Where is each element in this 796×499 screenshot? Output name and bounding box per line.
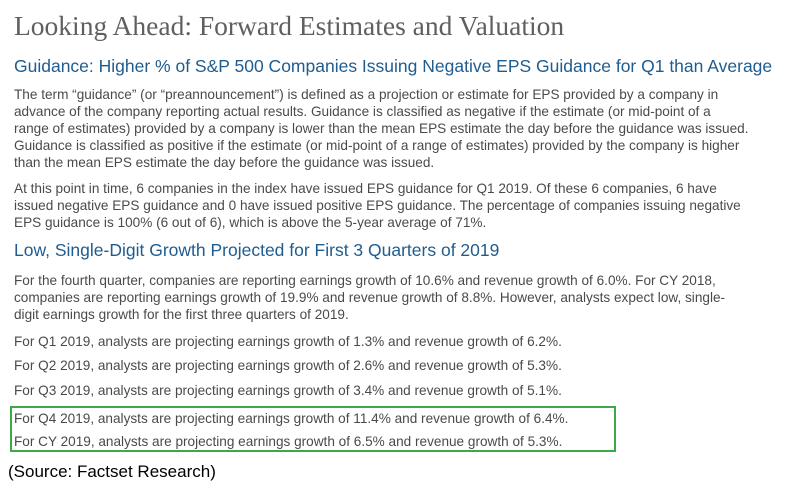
paragraph-line: range of estimates) provided by a compan… xyxy=(14,121,749,136)
paragraph-line: digit earnings growth for the first thre… xyxy=(14,307,349,322)
paragraph-line: For the fourth quarter, companies are re… xyxy=(14,273,716,288)
page-title: Looking Ahead: Forward Estimates and Val… xyxy=(14,10,565,41)
cy-projection-text: For CY 2019, analysts are projecting ear… xyxy=(14,434,563,449)
growth-summary-paragraph: For the fourth quarter, companies are re… xyxy=(14,272,784,323)
q2-projection-text: For Q2 2019, analysts are projecting ear… xyxy=(14,358,562,373)
paragraph-line: The term “guidance” (or “preannouncement… xyxy=(14,87,719,102)
growth-heading: Low, Single-Digit Growth Projected for F… xyxy=(14,240,500,260)
highlight-box xyxy=(10,406,616,452)
guidance-stats-paragraph: At this point in time, 6 companies in th… xyxy=(14,180,784,231)
q3-projection-text: For Q3 2019, analysts are projecting ear… xyxy=(14,383,562,398)
paragraph-line: advance of the company reporting actual … xyxy=(14,104,711,119)
source-caption: (Source: Factset Research) xyxy=(8,462,216,481)
paragraph-line: issued negative EPS guidance and 0 have … xyxy=(14,198,741,213)
guidance-heading: Guidance: Higher % of S&P 500 Companies … xyxy=(14,56,773,76)
q4-projection-text: For Q4 2019, analysts are projecting ear… xyxy=(14,411,569,426)
paragraph-line: companies are reporting earnings growth … xyxy=(14,290,726,305)
q2-projection: For Q2 2019, analysts are projecting ear… xyxy=(14,357,784,374)
guidance-definition-paragraph: The term “guidance” (or “preannouncement… xyxy=(14,86,784,171)
q1-projection-text: For Q1 2019, analysts are projecting ear… xyxy=(14,334,562,349)
q1-projection: For Q1 2019, analysts are projecting ear… xyxy=(14,333,784,350)
paragraph-line: than the mean EPS estimate the day befor… xyxy=(14,155,435,170)
paragraph-line: EPS guidance is 100% (6 out of 6), which… xyxy=(14,215,487,230)
paragraph-line: At this point in time, 6 companies in th… xyxy=(14,181,717,196)
cy-projection: For CY 2019, analysts are projecting ear… xyxy=(14,433,784,450)
paragraph-line: Guidance is classified as positive if th… xyxy=(14,138,740,153)
q3-projection: For Q3 2019, analysts are projecting ear… xyxy=(14,382,784,399)
q4-projection: For Q4 2019, analysts are projecting ear… xyxy=(14,410,784,427)
